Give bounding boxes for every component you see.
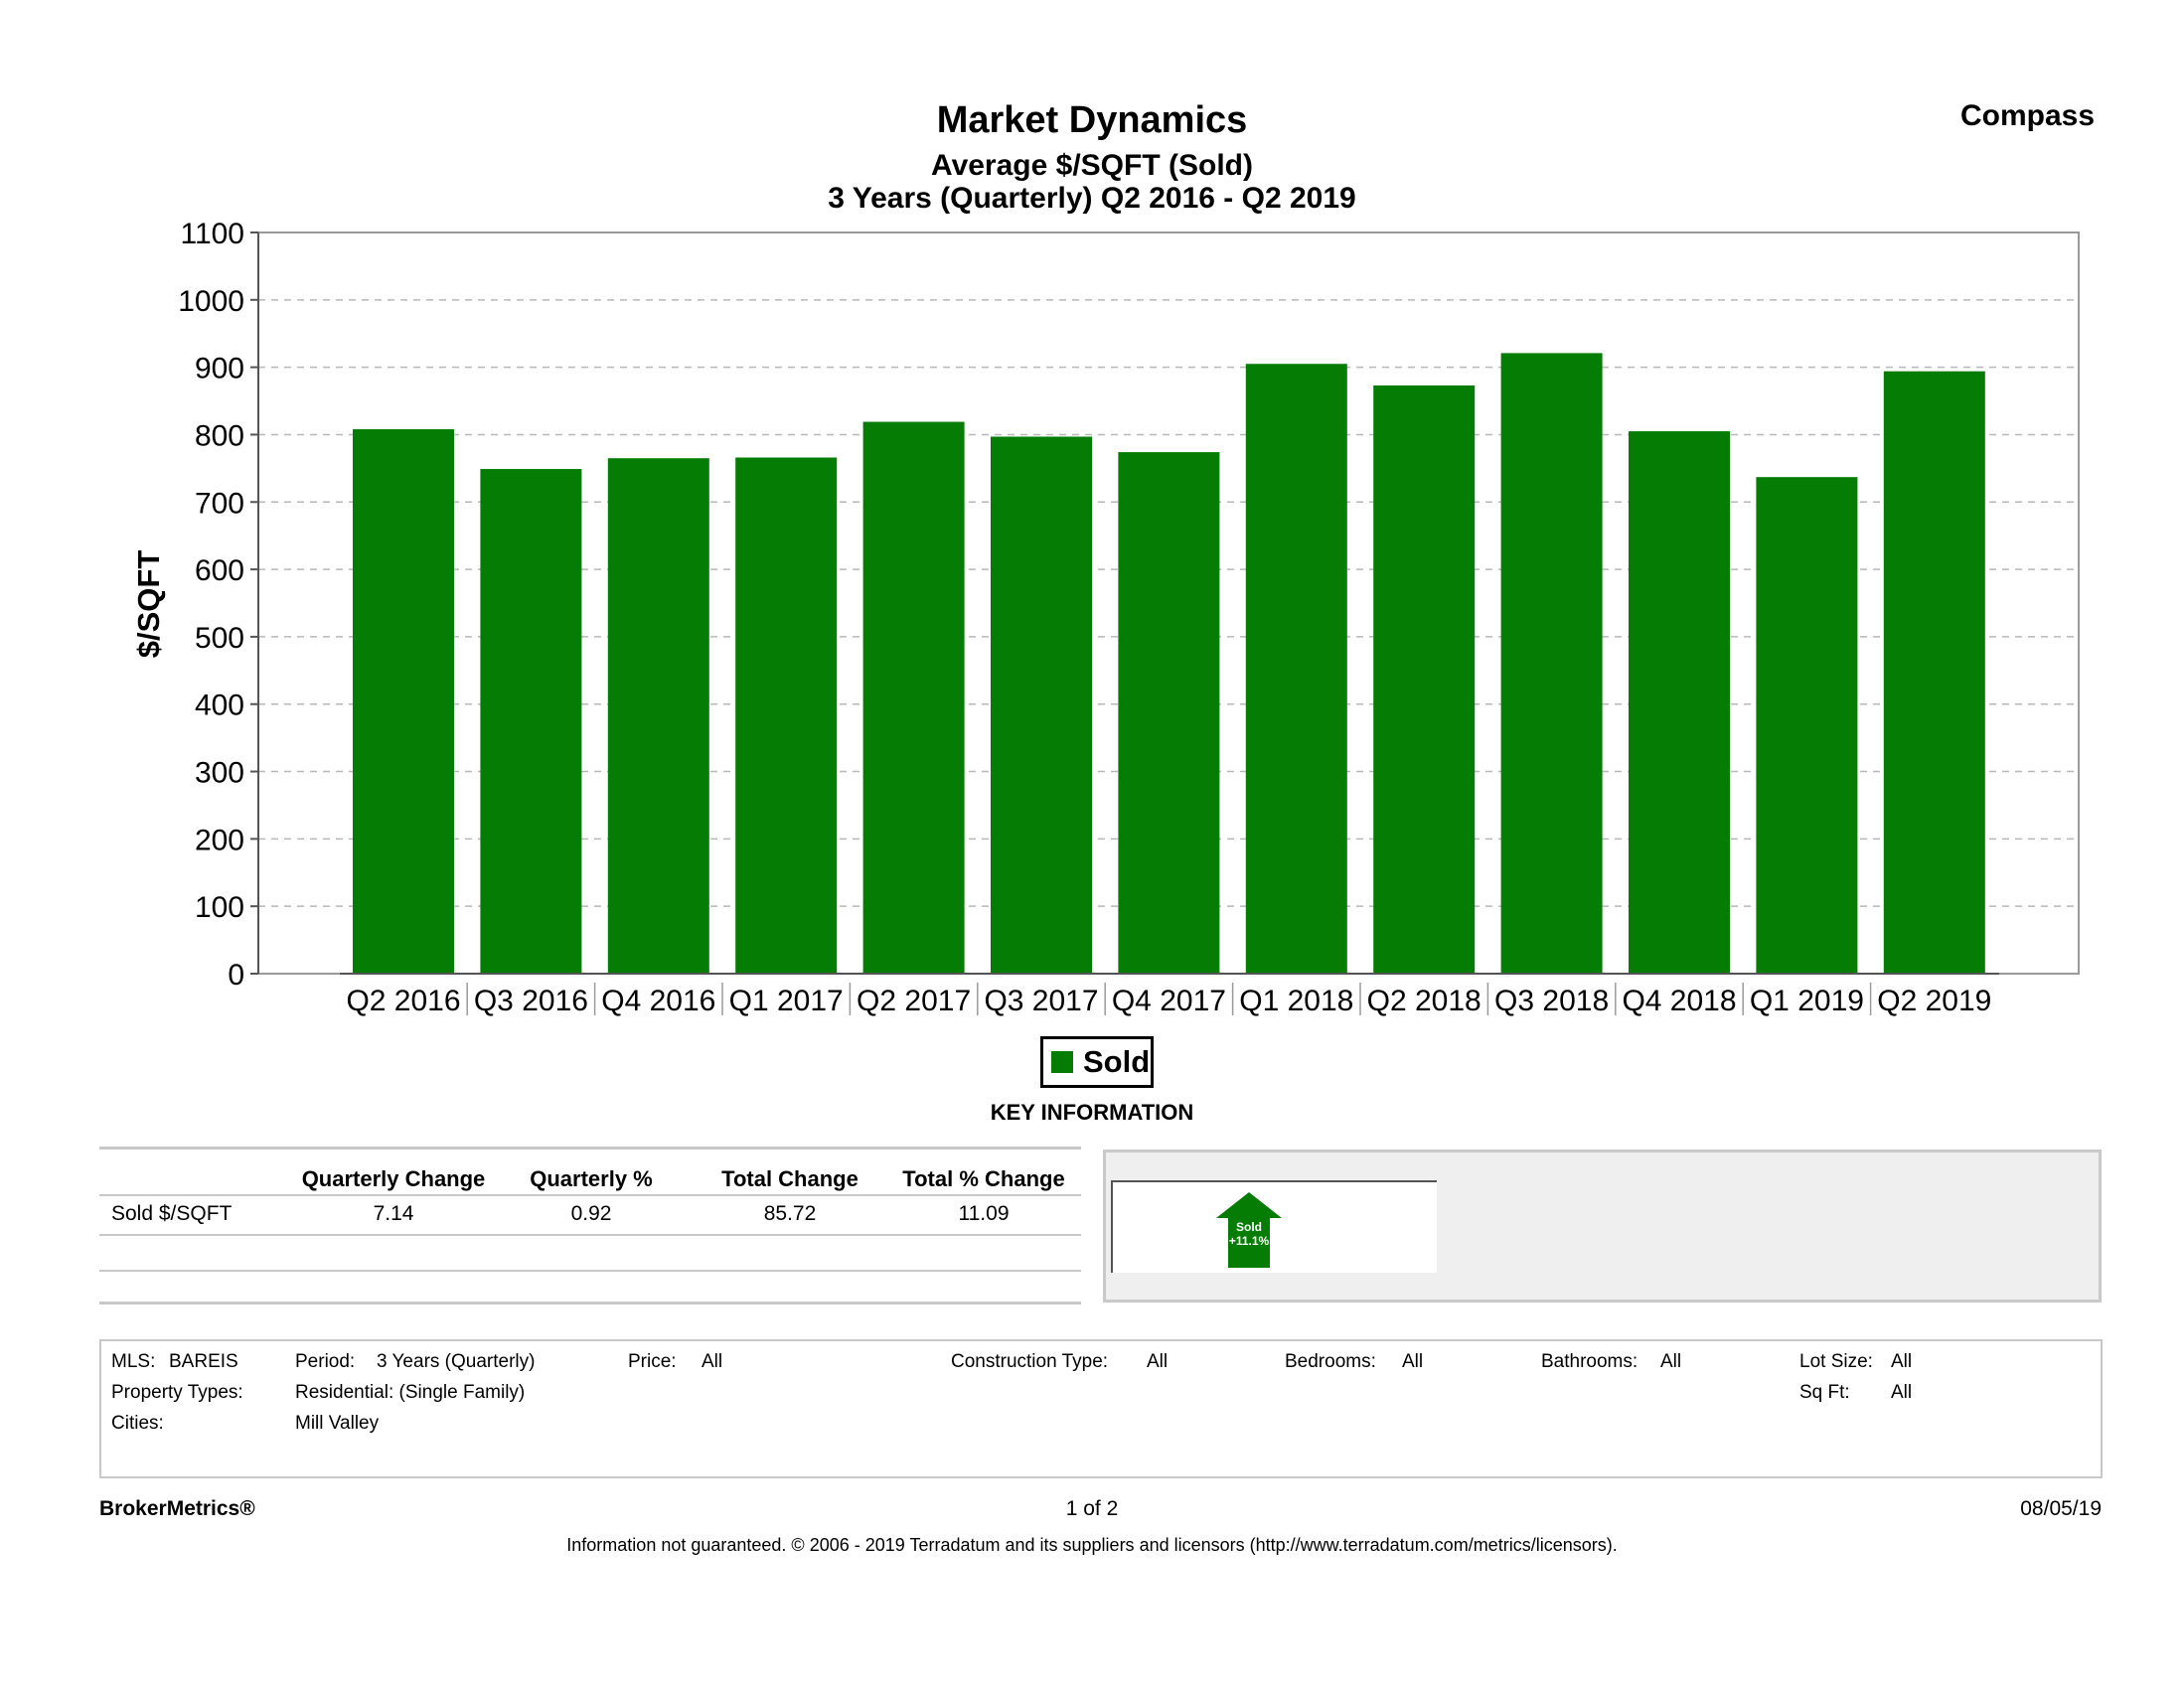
criteria-proptype-value: Residential: (Single Family) (295, 1382, 526, 1403)
x-tick-label: Q3 2018 (1494, 985, 1609, 1017)
cell-quarterly-pct: 0.92 (570, 1202, 612, 1225)
chart-period: 3 Years (Quarterly) Q2 2016 - Q2 2019 (828, 182, 1356, 215)
bar-q1-2018 (1245, 364, 1347, 974)
criteria-mls-label: MLS: (111, 1351, 156, 1372)
y-tick-label: 400 (195, 690, 244, 722)
header-rule (99, 1194, 1081, 1196)
criteria-cities-value: Mill Valley (295, 1413, 380, 1434)
criteria-construction-label: Construction Type: (951, 1351, 1109, 1372)
col-header-quarterly-pct: Quarterly % (530, 1166, 653, 1191)
y-tick-label: 300 (195, 757, 244, 790)
chart-subtitle: Average $/SQFT (Sold) (931, 149, 1253, 182)
y-axis-label: $/SQFT (131, 550, 166, 659)
report-date: 08/05/19 (2020, 1497, 2102, 1520)
criteria-lotsize-value: All (1891, 1351, 1913, 1372)
bar-q3-2018 (1500, 353, 1603, 974)
bar-q4-2017 (1118, 452, 1220, 974)
criteria-cities-label: Cities: (111, 1413, 164, 1434)
table-bottom-rule (99, 1302, 1081, 1305)
badge-label: Sold (1236, 1220, 1262, 1234)
y-tick-label: 900 (195, 353, 244, 385)
y-tick-label: 100 (195, 891, 244, 924)
page-title: Market Dynamics (936, 99, 1248, 141)
cell-total-pct: 11.09 (958, 1202, 1010, 1225)
y-tick-label: 1000 (178, 285, 244, 318)
criteria-bedrooms-label: Bedrooms: (1285, 1351, 1376, 1372)
cell-total-change: 85.72 (763, 1202, 817, 1225)
table-top-rule (99, 1147, 1081, 1150)
x-tick-label: Q2 2017 (857, 985, 971, 1017)
bar-q2-2016 (353, 429, 454, 975)
bar-q4-2018 (1629, 431, 1730, 975)
cell-quarterly-change: 7.14 (373, 1202, 414, 1225)
criteria-lotsize-label: Lot Size: (1799, 1351, 1873, 1372)
criteria-bathrooms-value: All (1660, 1351, 1682, 1372)
col-header-quarterly-change: Quarterly Change (301, 1166, 486, 1191)
bar-q3-2017 (991, 436, 1092, 974)
x-tick-label: Q4 2017 (1112, 985, 1226, 1017)
criteria-bedrooms-value: All (1402, 1351, 1424, 1372)
x-tick-label: Q2 2019 (1877, 985, 1991, 1017)
x-tick-label: Q2 2016 (346, 985, 460, 1017)
criteria-price-label: Price: (628, 1351, 677, 1372)
y-tick-label: 200 (195, 824, 244, 856)
criteria-period-value: 3 Years (Quarterly) (377, 1351, 536, 1372)
bar-q2-2019 (1883, 371, 1985, 974)
y-tick-label: 700 (195, 487, 244, 520)
row-label-sold-sqft: Sold $/SQFT (111, 1202, 233, 1225)
criteria-sqft-label: Sq Ft: (1799, 1382, 1850, 1403)
bar-q1-2019 (1756, 477, 1858, 974)
y-tick-label: 1100 (180, 218, 244, 250)
row-rule (99, 1270, 1081, 1272)
summary-badge-area: Sold +11.1% (1111, 1180, 1437, 1273)
y-tick-label: 800 (195, 419, 244, 452)
badge-value: +11.1% (1229, 1234, 1270, 1248)
axes: 0 100 200 300 400 500 600 700 800 900 1000 1100 Q2 2… (178, 218, 1999, 1017)
up-arrow-icon: Sold +11.1% (1216, 1192, 1282, 1268)
x-tick-label: Q1 2019 (1750, 985, 1864, 1017)
key-information-heading: KEY INFORMATION (990, 1100, 1194, 1125)
criteria-period-label: Period: (295, 1351, 356, 1372)
brand-name: Compass (1959, 99, 2095, 132)
col-header-total-pct: Total % Change (902, 1166, 1065, 1191)
bar-q1-2017 (735, 457, 838, 975)
criteria-proptype-label: Property Types: (111, 1382, 243, 1403)
product-name: BrokerMetrics® (99, 1497, 255, 1520)
y-tick-label: 0 (228, 959, 244, 992)
criteria-construction-value: All (1147, 1351, 1169, 1372)
x-tick-label: Q2 2018 (1367, 985, 1482, 1017)
criteria-price-value: All (702, 1351, 723, 1372)
bar-q4-2016 (607, 458, 709, 974)
y-tick-label: 500 (195, 622, 244, 655)
bar-q2-2017 (862, 421, 965, 974)
x-tick-label: Q4 2016 (601, 985, 715, 1017)
criteria-mls-value: BAREIS (169, 1351, 238, 1372)
x-tick-label: Q4 2018 (1622, 985, 1736, 1017)
disclaimer: Information not guaranteed. © 2006 - 201… (566, 1535, 1618, 1555)
legend-label-sold: Sold (1083, 1044, 1151, 1079)
bar-q2-2018 (1373, 384, 1476, 974)
x-tick-label: Q1 2018 (1239, 985, 1353, 1017)
bar-chart: 0 100 200 300 400 500 600 700 800 900 1000 1100 Q2 2… (131, 218, 2080, 1017)
page-number: 1 of 2 (1065, 1497, 1119, 1520)
bar-q3-2016 (480, 469, 582, 974)
x-tick-label: Q1 2017 (729, 985, 844, 1017)
x-tick-label: Q3 2016 (474, 985, 588, 1017)
search-criteria-box (99, 1339, 2103, 1478)
criteria-bathrooms-label: Bathrooms: (1541, 1351, 1638, 1372)
col-header-total-change: Total Change (721, 1166, 858, 1191)
chart-legend: Sold (1040, 1036, 1154, 1088)
y-tick-label: 600 (195, 554, 244, 587)
bars (353, 353, 1985, 975)
x-tick-label: Q3 2017 (984, 985, 1098, 1017)
criteria-sqft-value: All (1891, 1382, 1913, 1403)
legend-swatch-sold (1051, 1051, 1073, 1073)
row-rule (99, 1234, 1081, 1236)
